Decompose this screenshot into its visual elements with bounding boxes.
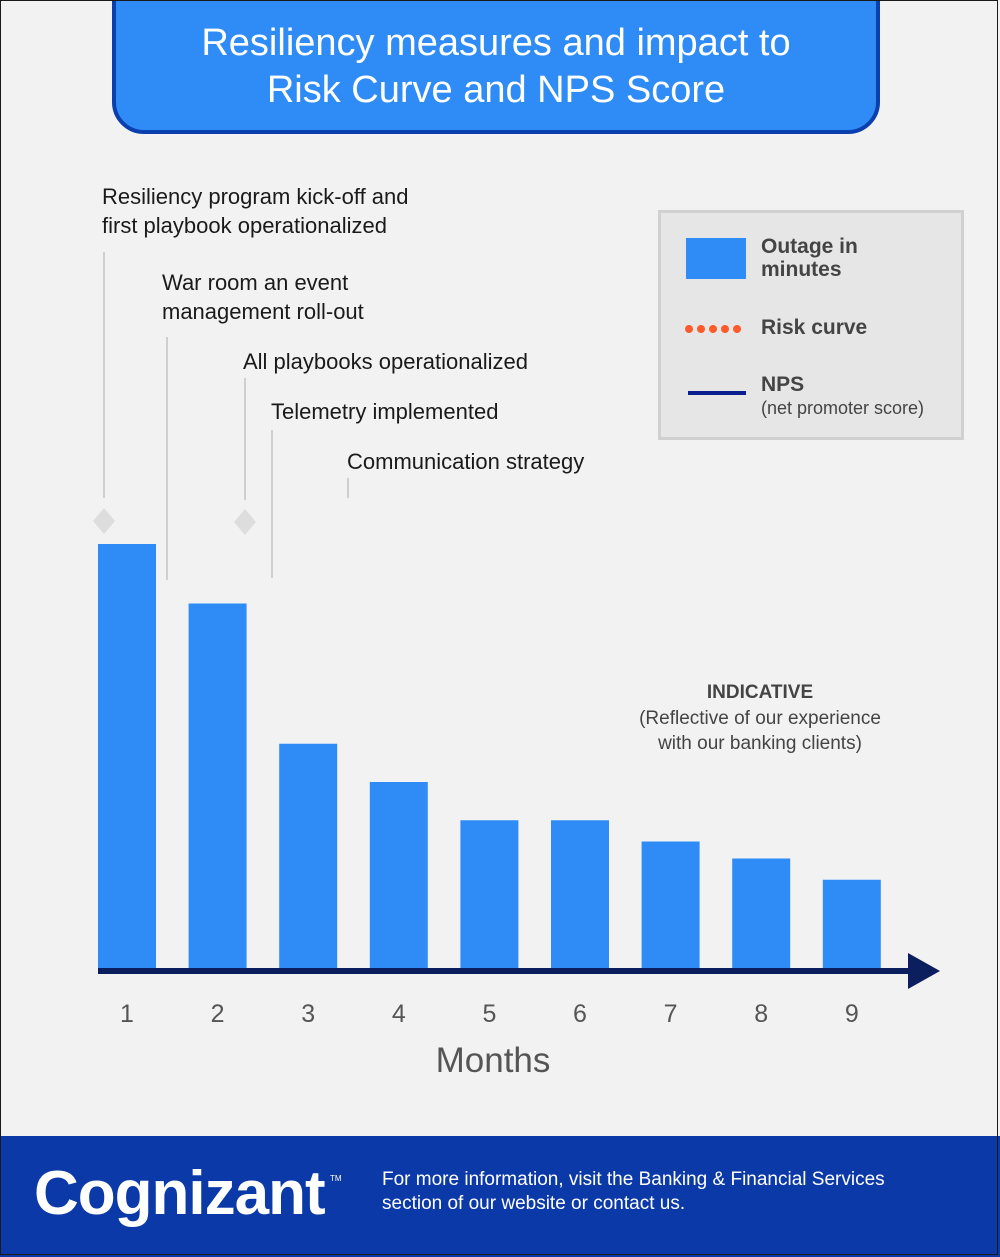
bars-group <box>98 544 881 969</box>
legend-outage-label: Outage in minutes <box>761 235 858 281</box>
milestone-4: Telemetry implemented <box>271 399 499 424</box>
x-axis-arrow-icon <box>908 953 940 989</box>
x-tick-labels: 1 2 3 4 5 6 7 8 9 <box>120 1000 859 1028</box>
chart-title: Resiliency measures and impact to Risk C… <box>201 22 791 111</box>
legend-nps-sublabel: (net promoter score) <box>761 398 925 418</box>
x-tick-label: 9 <box>845 1000 859 1028</box>
legend-risk-swatch <box>685 325 741 333</box>
milestone-connectors <box>93 252 349 580</box>
bar-month-3 <box>279 743 338 969</box>
bar-month-6 <box>551 820 609 969</box>
footer-info-text: For more information, visit the Banking … <box>382 1169 885 1214</box>
legend-risk-label: Risk curve <box>761 316 868 339</box>
x-tick-label: 6 <box>573 1000 587 1028</box>
footer-bar: Cognizant TM For more information, visit… <box>0 1136 1000 1257</box>
x-axis-label: Months <box>436 1041 551 1080</box>
milestone-5: Communication strategy <box>347 449 585 474</box>
title-banner: Resiliency measures and impact to Risk C… <box>112 0 880 134</box>
chart-legend: Outage in minutes Risk curve NPS (net pr… <box>658 210 964 440</box>
bar-month-9 <box>822 879 881 969</box>
milestone-1: Resiliency program kick-off and first pl… <box>102 184 409 238</box>
milestone-2: War room an event management roll-out <box>162 270 364 324</box>
legend-nps-swatch <box>688 391 746 395</box>
bar-month-5 <box>460 820 519 969</box>
x-tick-label: 4 <box>392 1000 406 1028</box>
cognizant-logo[interactable]: Cognizant <box>34 1159 326 1228</box>
indicative-subtitle: (Reflective of our experience with our b… <box>639 708 881 754</box>
bar-month-1 <box>98 544 156 969</box>
bar-month-8 <box>732 858 791 969</box>
x-axis <box>98 953 940 989</box>
x-tick-label: 2 <box>211 1000 225 1028</box>
indicative-title: INDICATIVE <box>706 682 814 703</box>
indicative-note: INDICATIVE (Reflective of our experience… <box>600 680 920 756</box>
legend-nps-label: NPS <box>761 373 805 396</box>
outage-bar-chart: 1 2 3 4 5 6 7 8 9 Months <box>93 252 940 1080</box>
milestone-diamond-icon <box>234 509 256 535</box>
bar-month-2 <box>188 603 247 969</box>
legend-outage-swatch <box>686 238 746 279</box>
x-tick-label: 5 <box>482 1000 496 1028</box>
bar-month-7 <box>641 841 700 969</box>
x-tick-label: 3 <box>301 1000 315 1028</box>
x-tick-label: 7 <box>664 1000 678 1028</box>
milestone-diamond-icon <box>93 508 115 534</box>
milestone-3: All playbooks operationalized <box>243 349 528 374</box>
x-tick-label: 1 <box>120 1000 134 1028</box>
bar-month-4 <box>369 782 428 969</box>
trademark-icon: TM <box>330 1174 342 1183</box>
x-tick-label: 8 <box>754 1000 768 1028</box>
